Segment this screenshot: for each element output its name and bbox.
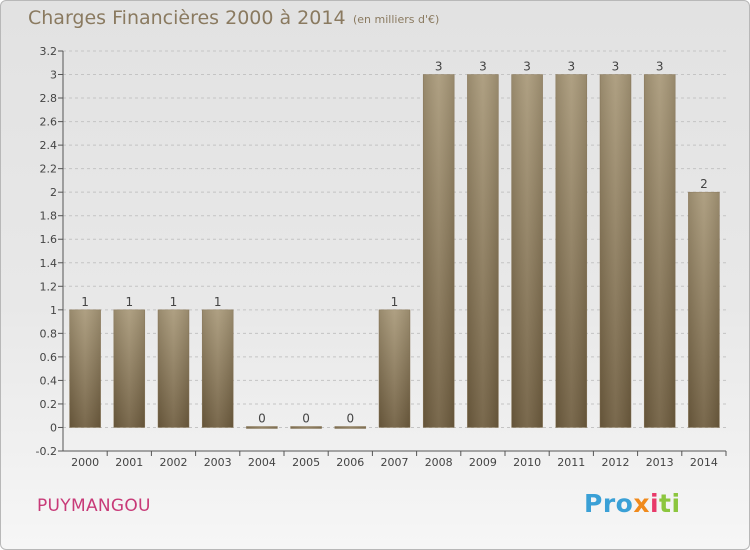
axes: 3.2 3 2.8 2.6 2.4 2.2 2 1.8 1.6 1.4 1.2 1 0.8 0.6 0.4 0… — [36, 45, 727, 469]
data-label-2002: 1 — [170, 295, 178, 309]
data-label-2009: 3 — [479, 60, 487, 74]
y-tick-label: 1 — [50, 304, 57, 317]
data-label-2008: 3 — [435, 60, 443, 74]
x-tick-label: 2006 — [336, 456, 364, 469]
data-label-2005: 0 — [302, 411, 310, 425]
data-label-2007: 1 — [391, 295, 399, 309]
bar-shade-2009 — [467, 74, 499, 428]
x-tick-label: 2011 — [557, 456, 585, 469]
bar-shade-2001 — [113, 309, 145, 428]
commune-name: PUYMANGOU — [37, 496, 151, 516]
y-tick-label: 2.6 — [40, 116, 58, 129]
bar-shade-2012 — [600, 74, 631, 428]
y-tick-label: 1.8 — [40, 210, 58, 223]
bar-shade-2000 — [69, 309, 101, 428]
bars — [69, 74, 720, 429]
x-tick-label: 2012 — [602, 456, 630, 469]
data-label-2013: 3 — [656, 60, 664, 74]
data-label-2011: 3 — [567, 60, 575, 74]
y-tick-label: 2.2 — [40, 163, 58, 176]
y-tick-label: 1.4 — [40, 257, 58, 270]
x-tick-label: 2009 — [469, 456, 497, 469]
x-tick-label: 2010 — [513, 456, 541, 469]
data-label-2000: 1 — [81, 295, 89, 309]
bar-shade-2014 — [688, 192, 720, 428]
bar-shade-2004 — [246, 426, 278, 429]
data-labels: 1 1 1 1 0 0 0 1 3 3 3 3 3 3 2 — [81, 60, 707, 426]
y-tick-label: 3 — [50, 69, 57, 82]
x-tick-label: 2004 — [248, 456, 276, 469]
x-tick-label: 2014 — [690, 456, 718, 469]
x-tick-label: 2000 — [71, 456, 99, 469]
y-tick-label: 2.4 — [40, 139, 58, 152]
data-label-2006: 0 — [346, 411, 354, 425]
chart-subtitle: (en milliers d'€) — [353, 13, 440, 26]
y-tick-label: 2 — [50, 186, 57, 199]
y-tick-label: 0.2 — [40, 398, 58, 411]
x-tick-label: 2008 — [425, 456, 453, 469]
data-label-2012: 3 — [612, 60, 620, 74]
proxiti-logo[interactable]: Proxiti — [584, 489, 681, 518]
y-tick-label: -0.2 — [36, 445, 57, 458]
bar-shade-2011 — [555, 74, 587, 428]
bar-shade-2006 — [334, 426, 366, 429]
y-tick-label: 0.8 — [40, 327, 58, 340]
bar-shade-2013 — [644, 74, 676, 428]
bar-shade-2007 — [379, 309, 410, 428]
data-label-2003: 1 — [214, 295, 222, 309]
x-tick-label: 2003 — [204, 456, 232, 469]
bar-shade-2003 — [202, 309, 234, 428]
x-tick-label: 2007 — [381, 456, 409, 469]
y-tick-label: 0.6 — [40, 351, 58, 364]
x-tick-label: 2013 — [646, 456, 674, 469]
bar-shade-2002 — [158, 309, 189, 428]
y-tick-label: 3.2 — [40, 45, 58, 58]
x-tick-label: 2001 — [115, 456, 143, 469]
bar-shade-2005 — [290, 426, 322, 429]
data-label-2004: 0 — [258, 411, 266, 425]
y-tick-label: 2.8 — [40, 92, 58, 105]
data-label-2010: 3 — [523, 60, 531, 74]
data-label-2014: 2 — [700, 177, 708, 191]
bar-shade-2010 — [511, 74, 543, 428]
y-tick-label: 0.4 — [40, 374, 58, 387]
x-tick-label: 2005 — [292, 456, 320, 469]
y-tick-label: 1.2 — [40, 280, 58, 293]
data-label-2001: 1 — [125, 295, 133, 309]
y-tick-label: 0 — [50, 421, 57, 434]
x-tick-label: 2002 — [160, 456, 188, 469]
bar-shade-2008 — [423, 74, 455, 428]
y-tick-label: 1.6 — [40, 233, 58, 246]
chart-title: Charges Financières 2000 à 2014 — [28, 7, 346, 29]
